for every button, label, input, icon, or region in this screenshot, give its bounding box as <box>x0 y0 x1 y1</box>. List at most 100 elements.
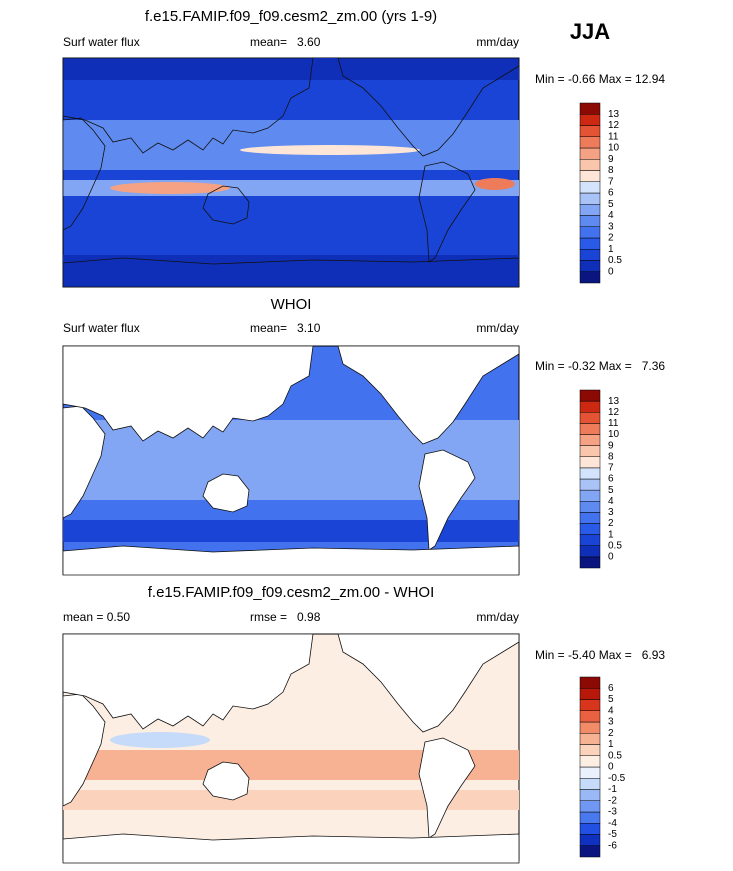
map-panel <box>62 57 520 288</box>
colorbar-label: 10 <box>608 429 620 440</box>
colorbar-label: 1 <box>608 244 614 255</box>
panel-title: f.e15.FAMIP.f09_f09.cesm2_zm.00 (yrs 1-9… <box>145 8 437 25</box>
colorbar-box <box>579 699 601 711</box>
colorbar-box <box>579 556 601 569</box>
colorbar-label: 12 <box>608 407 620 418</box>
colorbar-label: 6 <box>608 474 614 485</box>
colorbar-label: 8 <box>608 451 614 462</box>
min-max: Min = -0.66 Max = 12.94 <box>535 72 665 86</box>
units-label: mm/day <box>476 321 519 335</box>
panel-title: WHOI <box>271 296 312 313</box>
colorbar-box <box>579 789 601 801</box>
colorbar-label: 13 <box>608 396 620 407</box>
center-label: mean= 3.10 <box>250 321 321 335</box>
map-field <box>63 120 519 170</box>
colorbar-label: 9 <box>608 154 614 165</box>
colorbar-label: 5 <box>608 199 614 210</box>
colorbar-box <box>579 501 601 513</box>
map-field <box>110 182 230 194</box>
units-label: mm/day <box>476 610 519 624</box>
colorbar-label: 11 <box>608 131 619 142</box>
colorbar-label: 0 <box>608 266 614 277</box>
units-label: mm/day <box>476 35 519 49</box>
colorbar-label: 3 <box>608 717 614 728</box>
colorbar-box <box>579 102 601 115</box>
colorbar-box <box>579 204 601 216</box>
left-label: mean = 0.50 <box>63 610 130 624</box>
colorbar-label: 7 <box>608 176 614 187</box>
min-max: Min = -0.32 Max = 7.36 <box>535 359 665 373</box>
colorbar-label: 5 <box>608 694 614 705</box>
colorbar-box <box>579 834 601 846</box>
colorbar-box <box>579 512 601 524</box>
colorbar-box <box>579 456 601 469</box>
colorbar-label: 1 <box>608 739 614 750</box>
colorbar-label: -5 <box>608 829 617 840</box>
colorbar-label: -3 <box>608 807 617 818</box>
colorbar-box <box>579 545 601 558</box>
colorbar-box <box>579 811 601 824</box>
colorbar-label: 11 <box>608 418 619 429</box>
left-label: Surf water flux <box>63 35 140 49</box>
map-field <box>63 520 519 542</box>
colorbar-label: -0.5 <box>608 773 626 784</box>
colorbar-box <box>579 523 601 535</box>
colorbar-label: 7 <box>608 463 614 474</box>
colorbar-box <box>579 489 601 502</box>
colorbar-box <box>579 170 601 182</box>
colorbar-label: 4 <box>608 210 614 221</box>
season-label: JJA <box>570 19 610 44</box>
colorbar-label: 0 <box>608 762 614 773</box>
map-field <box>63 255 519 287</box>
colorbar-box <box>579 676 601 689</box>
colorbar-label: 2 <box>608 233 614 244</box>
colorbar-box <box>579 114 601 126</box>
colorbar-box <box>579 260 601 272</box>
colorbar-box <box>579 823 601 835</box>
colorbar-label: 0.5 <box>608 255 622 266</box>
colorbar-label: 2 <box>608 728 614 739</box>
colorbar-label: 13 <box>608 109 620 120</box>
center-label: rmse = 0.98 <box>250 610 321 624</box>
map-field <box>63 790 519 810</box>
colorbar-box <box>579 800 601 813</box>
colorbar-label: -4 <box>608 818 617 829</box>
colorbar-box <box>579 147 601 160</box>
colorbar-label: 5 <box>608 485 614 496</box>
map-field <box>240 145 420 155</box>
colorbar-box <box>579 181 601 194</box>
colorbar-box <box>579 249 601 261</box>
colorbar-box <box>579 192 601 205</box>
colorbar-label: 4 <box>608 496 614 507</box>
map-panel <box>62 345 520 576</box>
map-field <box>110 732 210 748</box>
colorbar-box <box>579 412 601 424</box>
colorbar-label: 4 <box>608 705 614 716</box>
colorbar-label: 10 <box>608 143 620 154</box>
colorbar-box <box>579 534 601 546</box>
colorbar-box <box>579 237 601 250</box>
colorbar-box <box>579 400 601 413</box>
colorbar-box <box>579 478 601 491</box>
center-label: mean= 3.60 <box>250 35 321 49</box>
colorbar-label: 0.5 <box>608 540 622 551</box>
colorbar-box <box>579 136 601 149</box>
colorbar-box <box>579 733 601 745</box>
colorbar-label: -2 <box>608 795 617 806</box>
min-max: Min = -5.40 Max = 6.93 <box>535 648 665 662</box>
left-label: Surf water flux <box>63 321 140 335</box>
map-frame <box>62 57 520 288</box>
colorbar-label: 3 <box>608 221 614 232</box>
colorbar-box <box>579 125 601 137</box>
colorbar-box <box>579 423 601 435</box>
colorbar-box <box>579 389 601 402</box>
colorbar-box <box>579 744 601 756</box>
colorbar-box <box>579 434 601 446</box>
colorbar-box <box>579 215 601 227</box>
colorbar-label: 0.5 <box>608 750 622 761</box>
colorbar-label: 9 <box>608 440 614 451</box>
colorbar-box <box>579 710 601 723</box>
colorbar-box <box>579 445 601 457</box>
colorbar-label: 6 <box>608 188 614 199</box>
